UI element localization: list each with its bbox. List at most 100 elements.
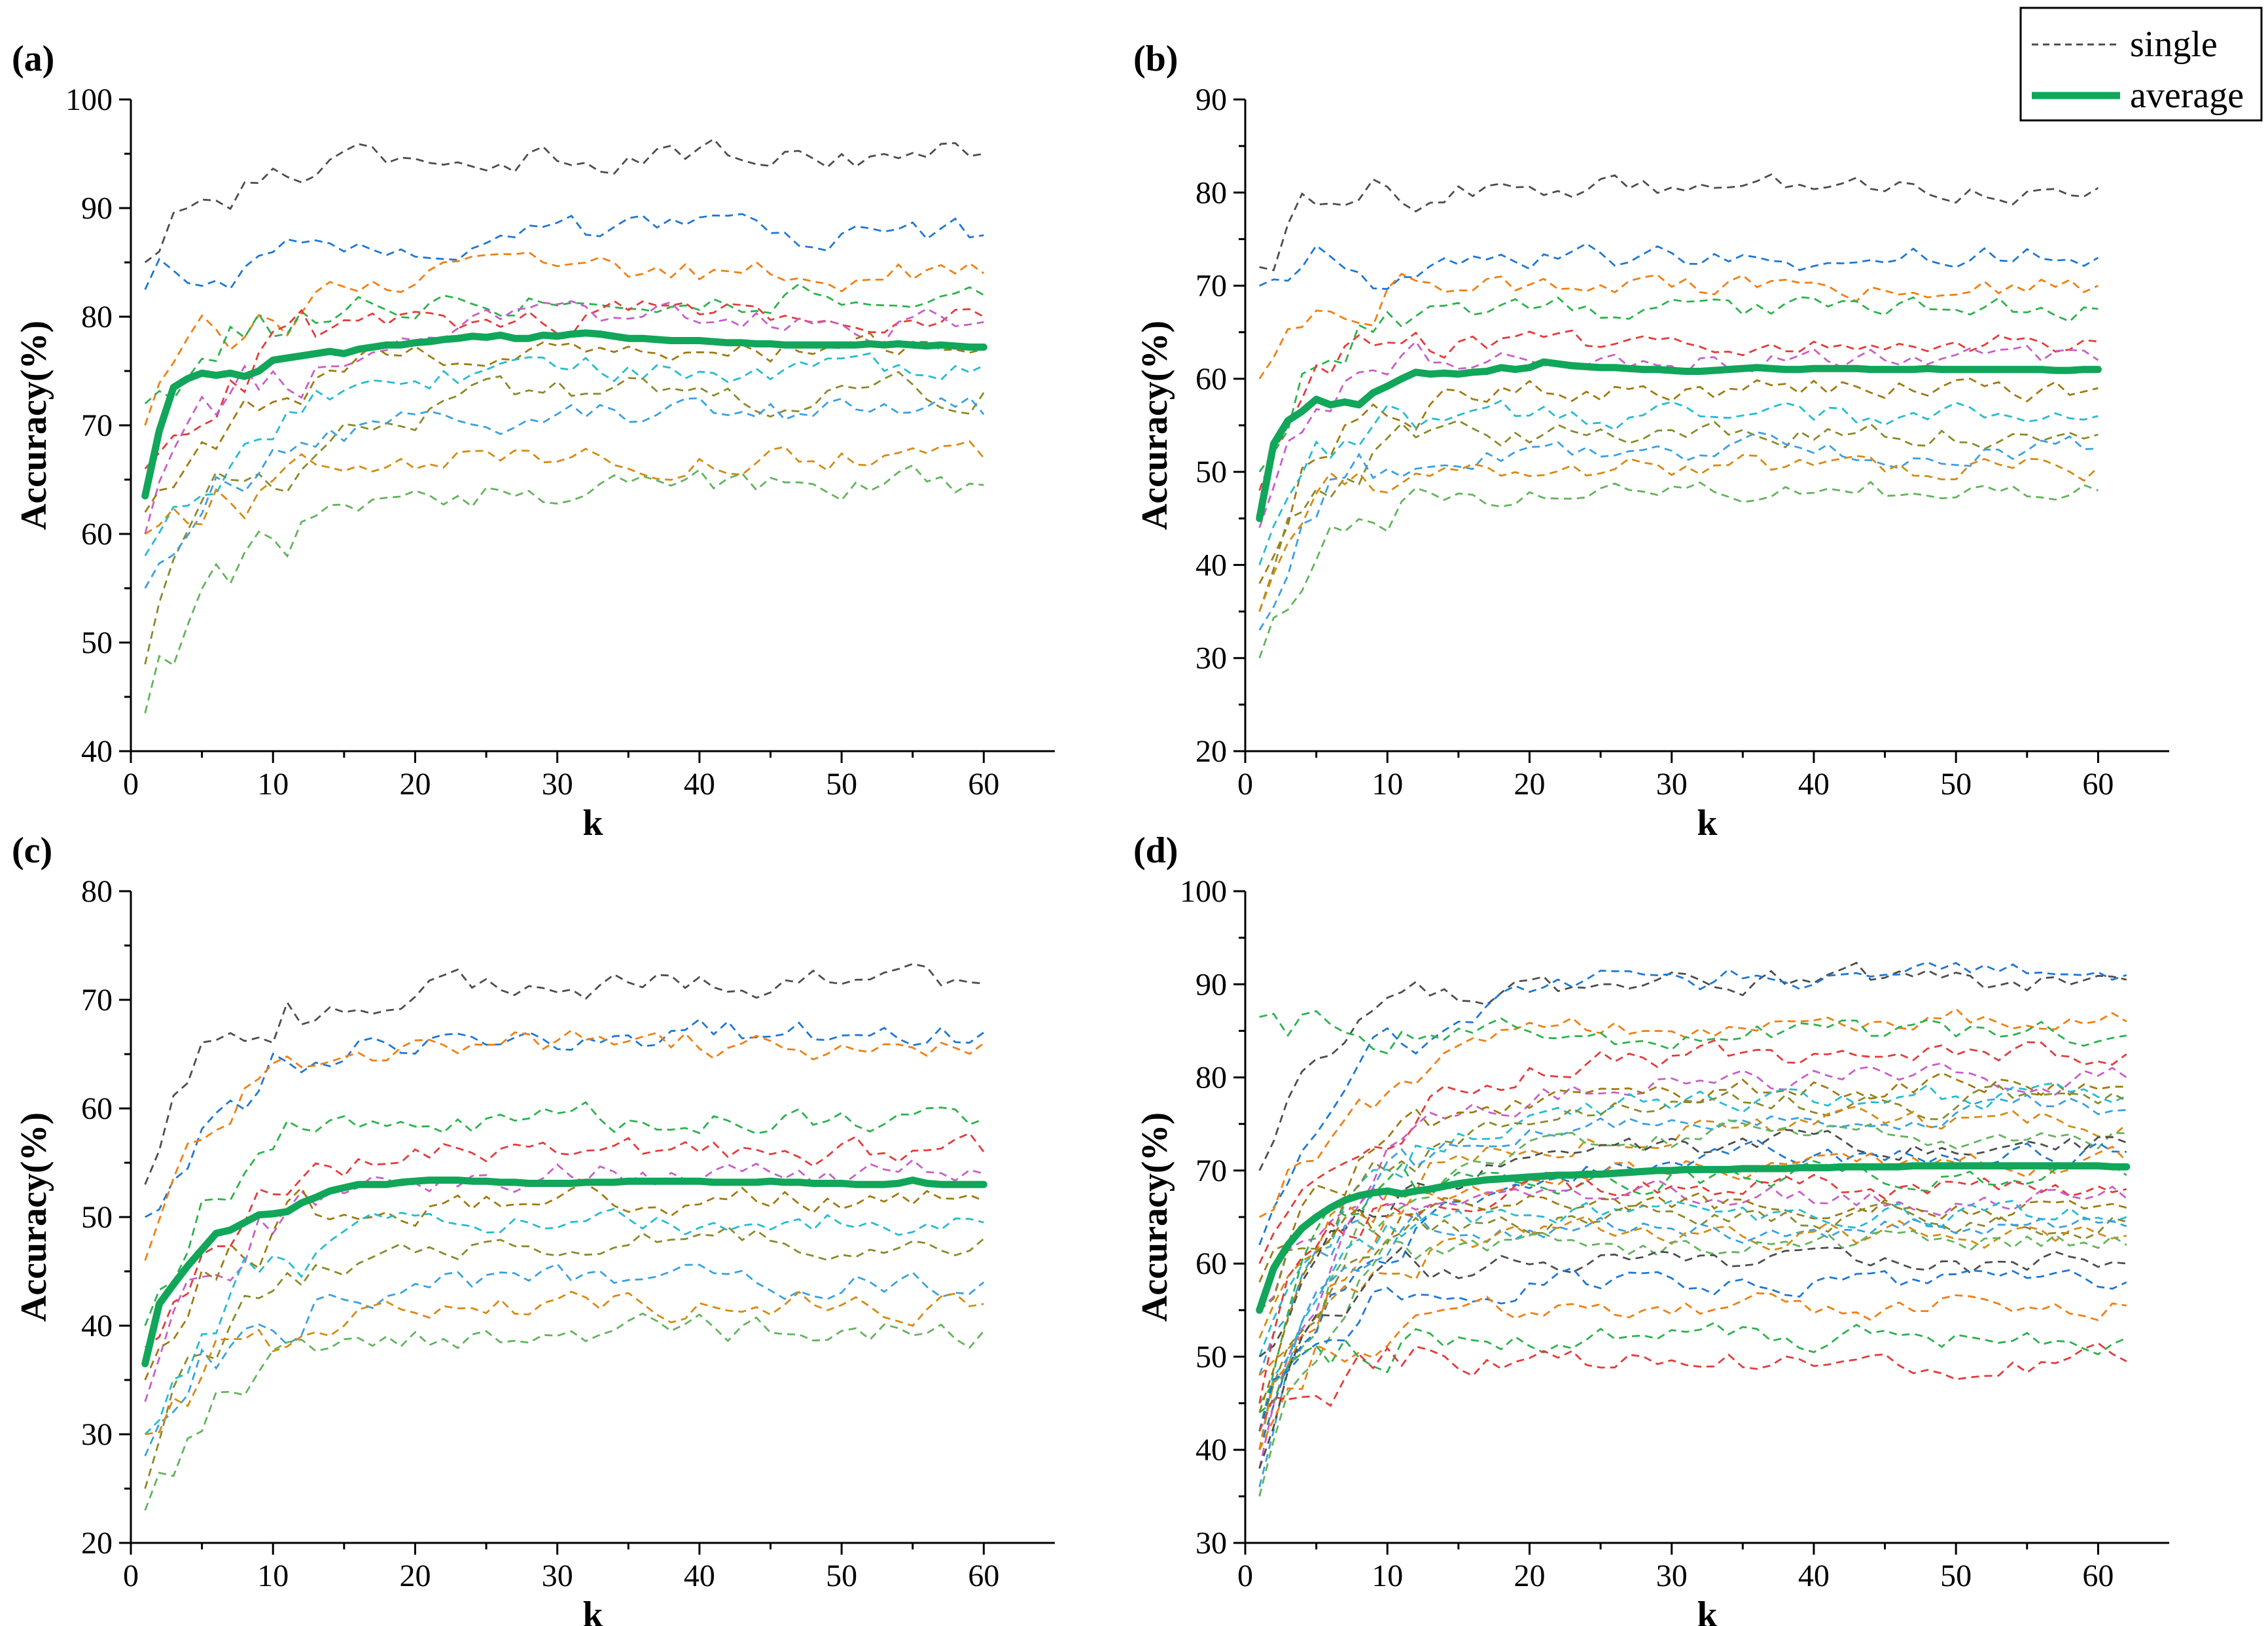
series-line-single [1258,1342,2127,1432]
panel-0: (a) 0 10 20 30 40 50 60 40 50 60 70 80 90 100 k Accuracy… [12,39,1055,843]
series-line-single [1258,1267,2127,1432]
x-tick-label: 30 [1656,1559,1688,1593]
series-line-single [144,300,985,470]
y-tick-label: 60 [81,517,113,552]
series-line-single [144,283,985,404]
x-tick-label: 50 [826,767,857,802]
x-tick-label: 50 [826,1559,857,1593]
plot-area [1256,173,2102,659]
series-line-single [1258,399,2099,565]
series-line-single [1258,431,2099,631]
series-line-single [1258,1082,2127,1357]
series-line-single [1258,1192,2127,1413]
x-tick-label: 60 [2082,767,2114,802]
x-tick-label: 30 [1656,767,1688,802]
panel-letter: (d) [1133,830,1178,871]
series-line-single [144,1159,984,1402]
x-tick-label: 40 [684,767,715,802]
series-line-single [1259,1010,2127,1055]
y-tick-label: 90 [1196,82,1227,117]
y-axis-title: Accuracy(%) [14,321,54,530]
series-line-single [1258,1321,2127,1413]
plot-area [141,137,987,714]
series-line-single [1258,961,2127,1246]
x-tick-label: 10 [257,1559,289,1593]
panel-1: (b) 0 10 20 30 40 50 60 20 30 40 50 60 70 80 90 k Accurac… [1133,39,2169,843]
x-tick-label: 20 [1514,1559,1545,1593]
panel-letter: (a) [12,39,54,79]
y-axis-title: Accuracy(%) [1135,1112,1175,1322]
series-line-average [1256,358,2102,522]
series-line-single [1258,1084,2127,1311]
y-tick-label: 80 [81,300,113,334]
series-line-single [1258,1160,2127,1432]
x-tick-label: 60 [2082,1559,2114,1593]
series-line-single [144,332,984,513]
series-line-single [144,300,984,535]
y-tick-label: 40 [81,734,113,769]
x-tick-label: 0 [123,1559,139,1593]
series-line-single [144,1029,985,1261]
x-tick-label: 30 [542,1559,573,1593]
series-line-single [1258,378,2099,584]
x-tick-label: 20 [399,1559,431,1593]
x-axis-title: k [582,803,603,843]
series-line-single [144,1312,985,1511]
x-tick-label: 0 [123,767,139,802]
legend-box [2019,7,2263,122]
y-tick-label: 60 [1196,1246,1227,1281]
series-line-single [1258,272,2099,380]
y-tick-label: 50 [81,1200,113,1235]
x-tick-label: 10 [257,767,289,802]
series-line-single [1258,1229,2127,1497]
series-line-single [145,1017,985,1218]
series-line-single [1258,1039,2127,1264]
series-line-single [144,1132,985,1349]
y-tick-label: 30 [1196,1526,1227,1561]
x-tick-label: 0 [1237,1559,1253,1593]
x-tick-label: 60 [968,1559,999,1593]
y-tick-label: 30 [81,1417,113,1452]
panel-letter: (b) [1133,39,1178,79]
y-tick-label: 40 [1196,1433,1227,1468]
series-line-average [141,329,987,500]
y-tick-label: 100 [1180,874,1227,909]
x-axis-title: k [1697,803,1718,843]
series-line-single [1258,1129,2127,1358]
x-tick-label: 40 [1798,1559,1830,1593]
x-tick-label: 50 [1940,1559,1972,1593]
x-tick-label: 20 [1514,767,1545,802]
x-tick-label: 20 [399,767,431,802]
series-line-average [1256,1162,2131,1314]
x-tick-label: 10 [1372,1559,1403,1593]
panel-2: (c) 0 10 20 30 40 50 60 20 30 40 50 60 70 80 k Accuracy(… [12,830,1055,1626]
plot-area [141,963,987,1511]
y-axis-title: Accuracy(%) [14,1112,54,1322]
series-line-single [1258,1246,2127,1469]
series-line-single [144,251,985,426]
y-tick-label: 70 [81,983,113,1017]
y-tick-label: 50 [81,626,113,660]
series-line-single [144,213,984,291]
y-tick-label: 70 [1196,1154,1227,1188]
series-line-single [1258,1119,2127,1404]
series-line-single [1258,1093,2127,1376]
y-tick-label: 70 [81,408,113,443]
y-tick-label: 30 [1196,641,1227,676]
y-tick-label: 90 [1196,967,1227,1002]
series-line-single [144,370,985,665]
x-tick-label: 40 [1798,767,1830,802]
x-tick-label: 40 [684,1559,715,1593]
y-tick-label: 60 [1196,362,1227,397]
y-tick-label: 20 [81,1526,113,1561]
series-line-single [1258,1178,2127,1469]
panels-group: (a)0 10 20 30 40 50 60405060708090100kAccuracy… [12,39,2169,1626]
panel-3: (d) 0 10 20 30 40 50 60 30 40 50 60 70 80 90 100 k Accura… [1133,830,2169,1626]
y-tick-label: 80 [81,874,113,909]
series-line-single [144,1207,984,1435]
y-tick-label: 60 [81,1091,113,1126]
y-tick-label: 50 [1196,1339,1227,1374]
series-line-single [1258,1145,2127,1376]
series-line-single [144,352,985,556]
